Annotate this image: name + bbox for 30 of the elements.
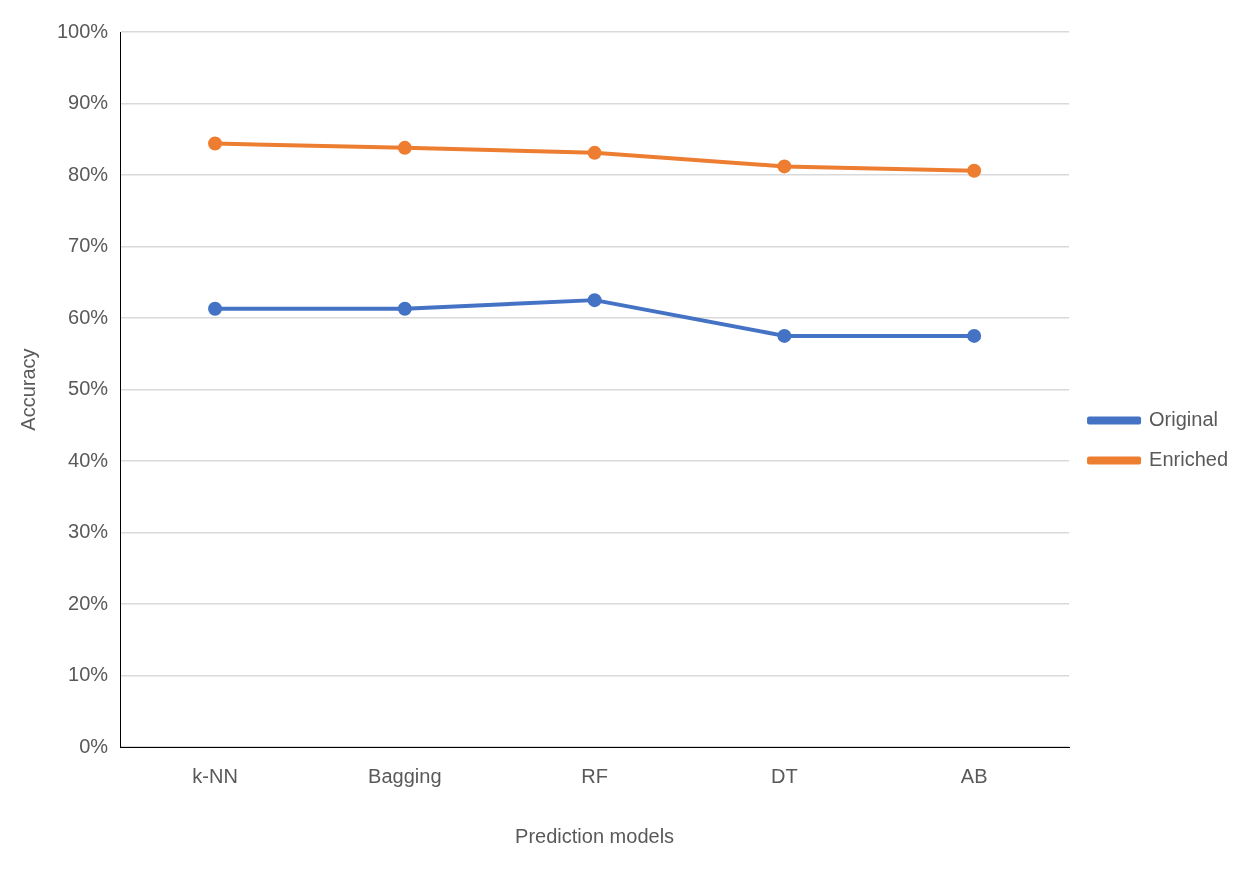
point [208,301,223,316]
y-tick-label: 90% [68,91,109,114]
y-tick-label: 30% [68,520,109,543]
y-tick-label: 0% [79,734,109,757]
legend-label: Original [1149,408,1218,431]
point [967,163,982,178]
point [777,159,792,174]
legend-label: Enriched [1149,448,1228,471]
y-axis-title: Accuracy [16,348,39,431]
y-tick-label: 40% [68,448,109,471]
point [397,301,412,316]
y-tick-label: 80% [68,162,109,185]
y-tick-label: 70% [68,234,109,257]
y-tick-label: 10% [68,663,109,686]
x-tick-label: AB [960,764,988,787]
x-tick-label: Bagging [368,764,442,787]
x-tick-label: DT [771,764,798,787]
point [967,328,982,343]
x-tick-label: RF [581,764,608,787]
y-tick-label: 50% [68,377,109,400]
point [208,136,223,151]
point [397,140,412,155]
point [777,328,792,343]
x-tick-label: k-NN [192,764,238,787]
y-tick-label: 60% [68,305,109,328]
y-tick-label: 100% [57,19,109,42]
point [587,145,602,160]
point [587,293,602,308]
x-axis-title: Prediction models [515,824,675,847]
y-tick-label: 20% [68,591,109,614]
